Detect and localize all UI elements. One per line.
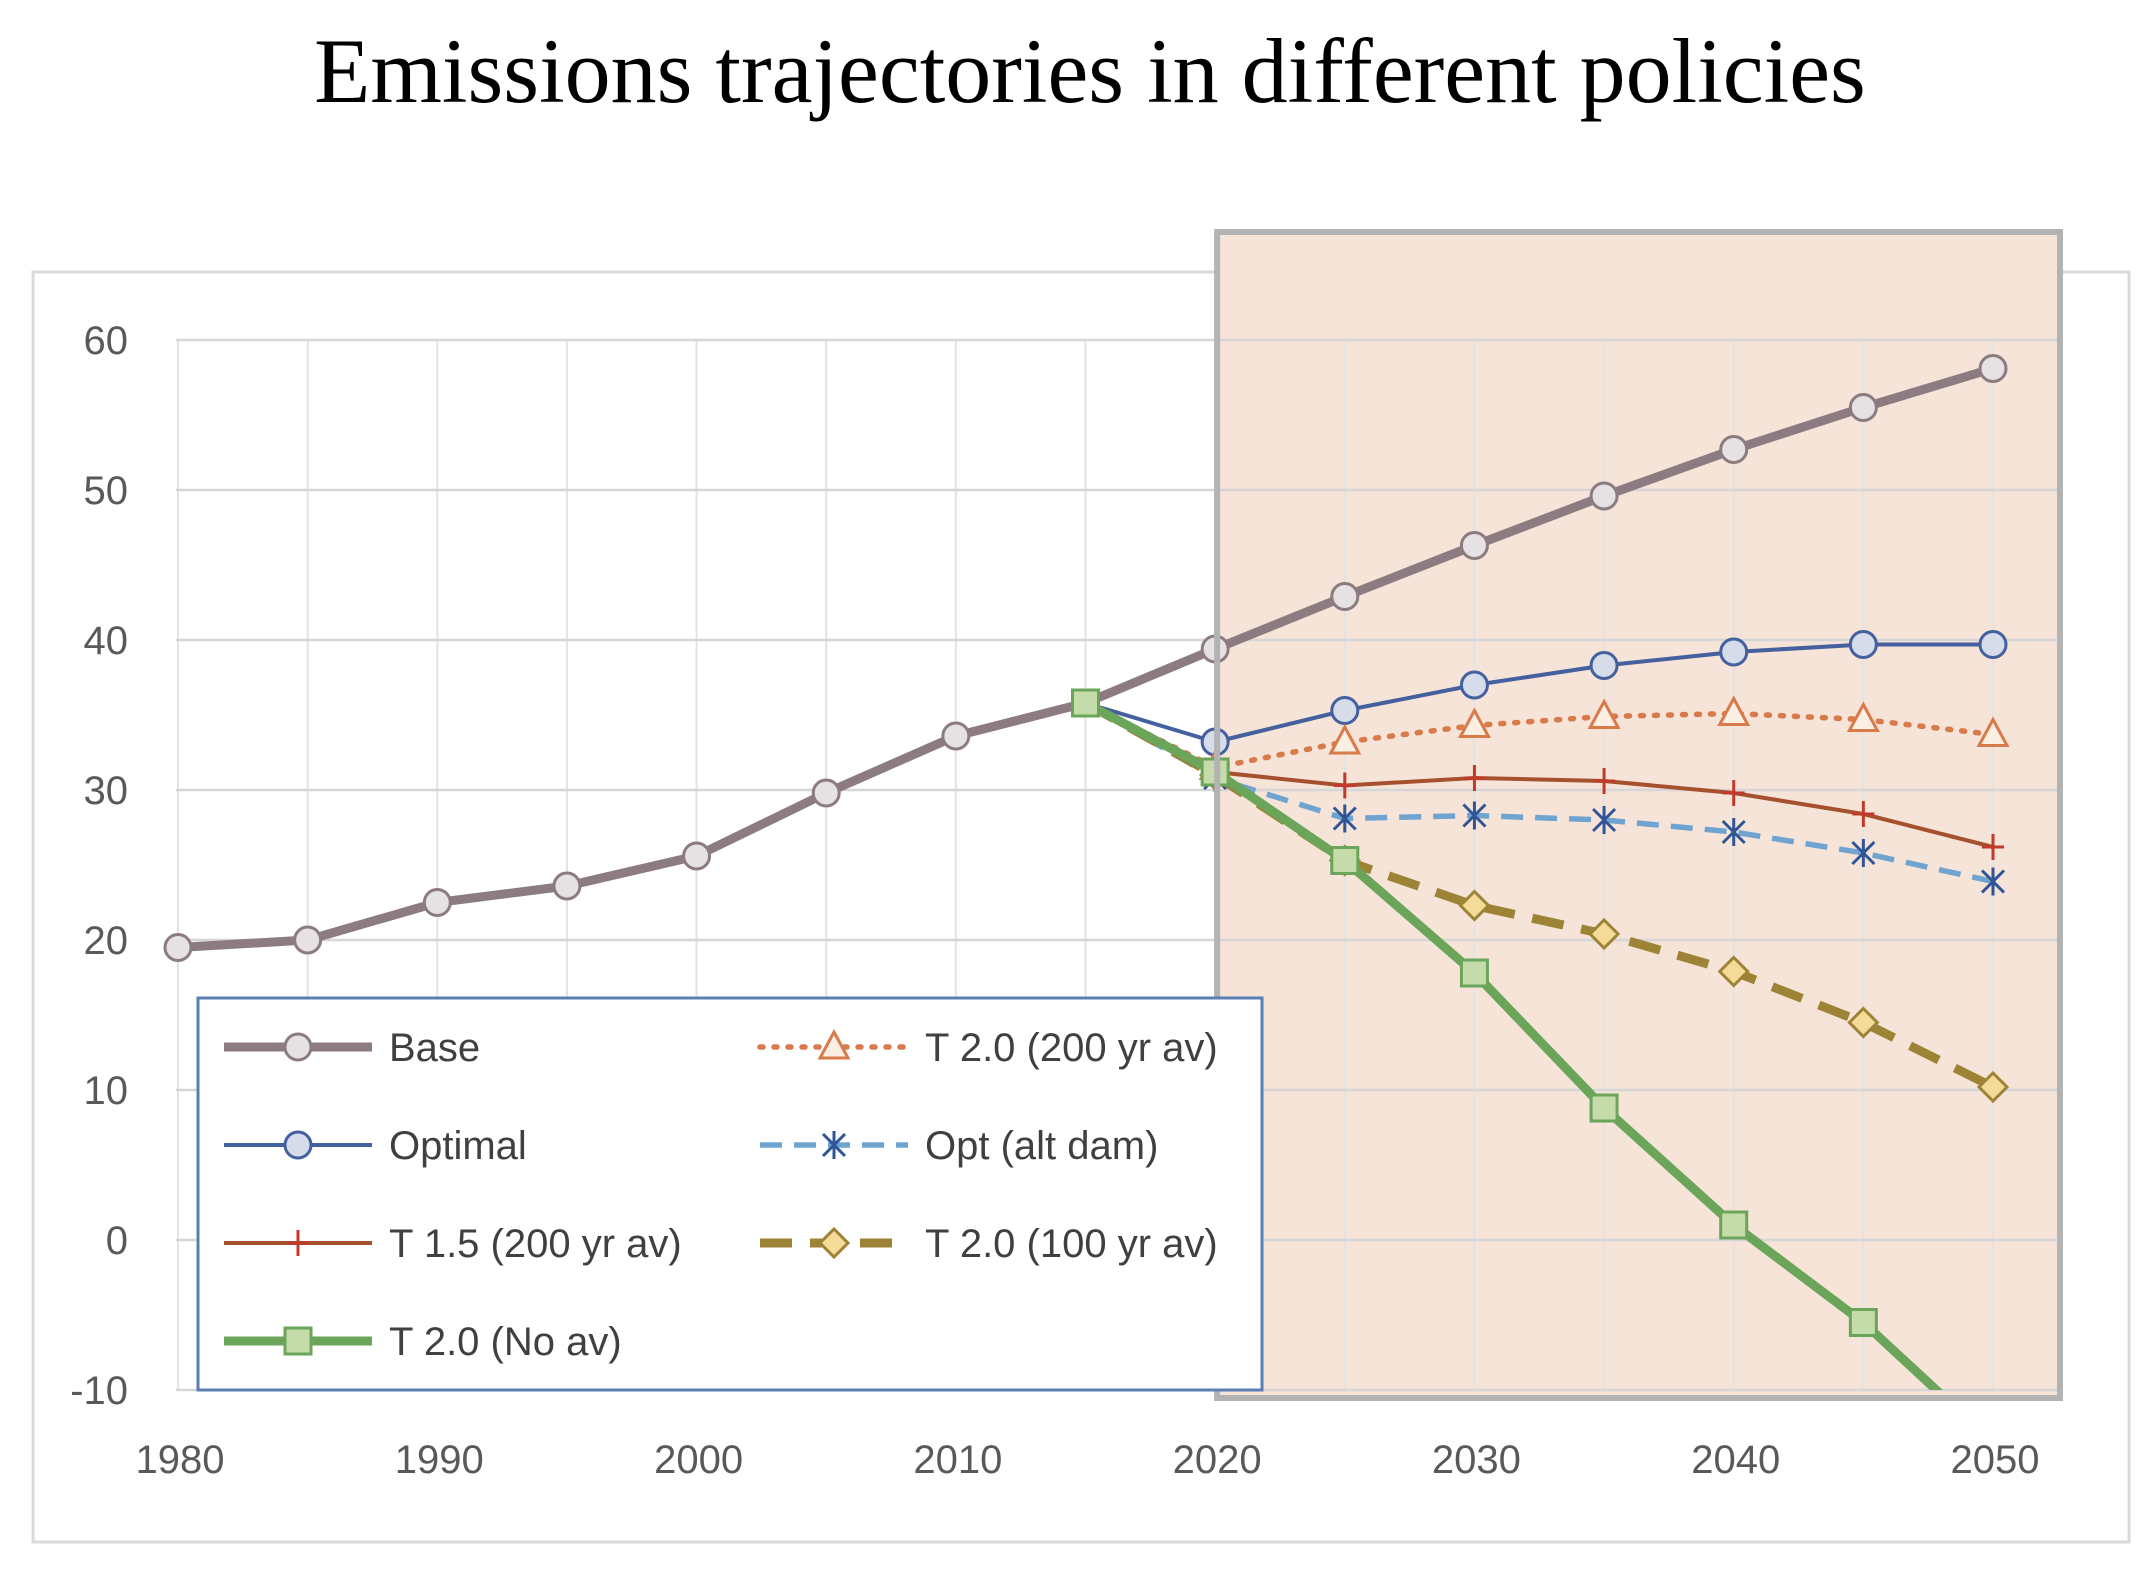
y-tick-label: 20 (84, 919, 129, 963)
data-point-t-2-0-200-yr-av (1976, 716, 2010, 747)
data-point-opt-alt-dam (1592, 806, 1617, 834)
y-tick-label: 50 (84, 469, 129, 513)
legend-label: Opt (alt dam) (925, 1124, 1158, 1168)
legend-item-t-2-0-no-av: T 2.0 (No av) (224, 1320, 622, 1364)
chart-area-border (31, 270, 2131, 1544)
legend-item-t-2-0-100-yr-av: T 2.0 (100 yr av) (760, 1222, 1218, 1266)
series-t-2-0-200-yr-av (1082, 695, 2010, 780)
legend-item-base: Base (224, 1026, 480, 1070)
data-point-base (293, 925, 323, 955)
data-point-t-2-0-100-yr-av (1976, 1070, 2010, 1104)
data-point-optimal (1978, 630, 2008, 659)
y-tick-label: 30 (84, 769, 129, 813)
data-point-t-1-5-200-yr-av (1982, 834, 2004, 860)
data-point-t-2-0-no-av (1589, 1093, 1619, 1123)
legend-marker-circle (283, 1032, 313, 1062)
legend-marker-triangle (817, 1028, 851, 1060)
y-tick-label: 10 (84, 1069, 129, 1113)
projection-region-border (1214, 229, 2063, 1401)
data-point-optimal (1459, 670, 1489, 700)
chart-title: Emissions trajectories in different poli… (314, 20, 1866, 122)
data-point-t-1-5-200-yr-av (1593, 768, 1616, 794)
data-point-optimal (1848, 630, 1878, 659)
data-point-t-2-0-100-yr-av (1587, 917, 1621, 951)
series-line-optimal (1084, 642, 1993, 744)
series-line-t-1-5-200-yr-av (1084, 701, 1994, 849)
data-point-opt-alt-dam (1980, 867, 2006, 896)
data-point-base (941, 721, 971, 751)
y-tick-label: -10 (70, 1369, 128, 1413)
data-point-t-2-0-200-yr-av (1328, 723, 1362, 755)
data-point-opt-alt-dam (1721, 818, 1746, 846)
data-point-base (1978, 354, 2008, 383)
data-point-base (1459, 531, 1489, 560)
data-point-base (1719, 435, 1749, 464)
data-point-base (1848, 393, 1878, 422)
legend-marker-plus (287, 1230, 309, 1256)
legend-label: Base (389, 1026, 480, 1070)
legend-item-optimal: Optimal (224, 1124, 527, 1168)
data-point-base (1330, 582, 1360, 611)
legend-marker-diamond (817, 1226, 851, 1260)
y-tick-label: 40 (84, 619, 129, 663)
x-tick-label: 1980 (136, 1438, 225, 1482)
data-point-base (422, 888, 452, 917)
data-point-base (682, 841, 712, 871)
x-tick-label: 2000 (654, 1438, 743, 1482)
legend-label: T 2.0 (100 yr av) (925, 1222, 1218, 1266)
data-point-optimal (1589, 651, 1619, 680)
data-point-t-1-5-200-yr-av (1852, 801, 1875, 827)
legend-label: T 1.5 (200 yr av) (389, 1222, 682, 1266)
data-point-opt-alt-dam (1851, 839, 1876, 867)
legend-label: Optimal (389, 1124, 527, 1168)
y-tick-label: 60 (84, 319, 129, 363)
x-tick-label: 2030 (1432, 1438, 1521, 1482)
legend-item-t-2-0-200-yr-av: T 2.0 (200 yr av) (757, 1026, 1218, 1070)
legend-marker-square (283, 1326, 313, 1356)
data-point-base (163, 933, 193, 962)
data-point-t-2-0-100-yr-av (1458, 889, 1491, 922)
x-tick-label: 2010 (913, 1438, 1002, 1482)
data-point-t-2-0-no-av (1071, 688, 1100, 718)
data-point-t-2-0-no-av (1719, 1210, 1749, 1240)
data-point-t-2-0-200-yr-av (1846, 701, 1880, 732)
legend-label: T 2.0 (200 yr av) (925, 1026, 1218, 1070)
y-tick-label: 0 (106, 1219, 128, 1263)
legend-item-opt-alt-dam: Opt (alt dam) (760, 1124, 1158, 1168)
data-point-t-2-0-no-av (1330, 846, 1360, 875)
data-point-t-1-5-200-yr-av (1463, 765, 1486, 791)
data-point-t-2-0-200-yr-av (1587, 698, 1621, 729)
data-point-base (811, 778, 841, 808)
data-point-t-2-0-100-yr-av (1847, 1006, 1880, 1039)
data-point-optimal (1719, 637, 1749, 667)
data-point-t-1-5-200-yr-av (1722, 780, 1745, 806)
data-point-opt-alt-dam (1332, 804, 1357, 833)
x-tick-label: 1990 (395, 1438, 484, 1482)
x-tick-label: 2020 (1173, 1438, 1262, 1482)
data-point-t-2-0-no-av (1459, 958, 1489, 988)
data-point-t-2-0-200-yr-av (1457, 707, 1491, 738)
legend-marker-circle (283, 1130, 313, 1160)
data-point-optimal (1330, 696, 1360, 725)
legend-label: T 2.0 (No av) (389, 1320, 622, 1364)
series-t-2-0-no-av (1071, 688, 1943, 1390)
x-tick-label: 2050 (1951, 1438, 2040, 1482)
data-point-t-2-0-no-av (1848, 1308, 1878, 1337)
data-point-opt-alt-dam (1462, 801, 1487, 830)
data-point-base (1589, 481, 1619, 511)
projection-shaded-region (1217, 232, 2060, 1398)
legend-marker-asterisk (821, 1131, 847, 1159)
data-point-t-2-0-100-yr-av (1717, 955, 1750, 988)
series-line-t-2-0-200-yr-av (1082, 700, 1996, 771)
data-point-t-2-0-200-yr-av (1717, 695, 1751, 726)
x-tick-label: 2040 (1691, 1438, 1780, 1482)
data-point-t-1-5-200-yr-av (1333, 772, 1356, 799)
legend-item-t-1-5-200-yr-av: T 1.5 (200 yr av) (224, 1222, 682, 1266)
legend-box (196, 996, 1264, 1392)
series-line-t-2-0-no-av (1083, 699, 1943, 1390)
data-point-base (552, 871, 582, 901)
